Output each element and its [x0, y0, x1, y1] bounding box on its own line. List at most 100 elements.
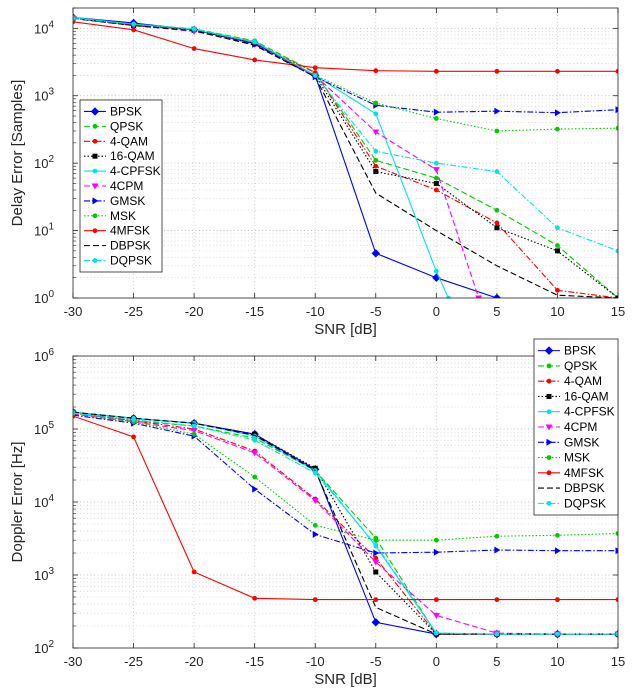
data-point-gmsk: [615, 106, 618, 114]
data-point-4mfsk: [615, 68, 618, 74]
data-point-16-qam: [615, 295, 618, 298]
data-point-msk: [373, 100, 379, 106]
data-point-qpsk: [433, 175, 439, 181]
data-point-gmsk: [554, 547, 561, 555]
data-point-msk: [555, 126, 560, 132]
data-point-dqpsk: [73, 16, 76, 21]
x-tick-label: 5: [493, 304, 500, 319]
series-line-4mfsk: [73, 415, 618, 601]
data-point-4mfsk: [555, 68, 560, 74]
series-group: [73, 13, 618, 298]
legend-label: BPSK: [564, 344, 596, 358]
data-point-dqpsk: [555, 225, 560, 231]
y-tick-label: 103: [34, 87, 54, 104]
legend-marker: [92, 228, 98, 234]
legend-marker: [92, 138, 98, 144]
legend-marker: [544, 346, 554, 355]
legend-label: 4-CPFSK: [564, 405, 615, 419]
legend-marker: [90, 107, 100, 116]
legend-label: 4MFSK: [110, 224, 150, 238]
legend-marker: [92, 168, 98, 174]
x-tick-label: -15: [245, 304, 264, 319]
series-line-dqpsk: [73, 17, 618, 252]
series-line-gmsk: [73, 414, 618, 554]
data-point-dqpsk: [615, 631, 618, 637]
data-point-4mfsk: [433, 68, 439, 74]
data-point-msk: [312, 522, 318, 528]
x-tick-label: 0: [433, 654, 440, 669]
data-point-dqpsk: [494, 169, 500, 174]
y-tick-label: 102: [34, 639, 54, 656]
data-point-dqpsk: [73, 410, 76, 416]
y-tick-label: 104: [34, 493, 54, 510]
x-tick-label: -25: [124, 304, 143, 319]
data-point-4-qam: [373, 163, 379, 169]
data-point-4cpm: [311, 497, 319, 504]
legend-label: GMSK: [110, 194, 145, 208]
data-point-bpsk: [371, 618, 380, 627]
data-point-gmsk: [312, 530, 319, 538]
data-point-msk: [191, 431, 197, 437]
series-line-dbpsk: [73, 17, 618, 298]
legend-marker: [546, 455, 552, 460]
data-point-dqpsk: [312, 470, 318, 476]
series-line-dqpsk: [73, 412, 618, 635]
data-point-4cpm: [372, 129, 380, 136]
legend-label: BPSK: [110, 104, 142, 118]
legend-marker: [92, 153, 98, 159]
x-tick-label: -25: [124, 654, 143, 669]
x-tick-label: 0: [433, 304, 440, 319]
data-point-dqpsk: [373, 542, 379, 548]
data-point-dqpsk: [131, 417, 136, 422]
data-point-qpsk: [555, 243, 560, 248]
data-point-msk: [433, 116, 439, 121]
legend-label: 4MFSK: [564, 466, 604, 480]
legend-label: QPSK: [110, 119, 143, 133]
data-point-4mfsk: [494, 68, 500, 74]
legend-label: MSK: [564, 451, 590, 465]
legend-label: GMSK: [564, 435, 599, 449]
data-point-bpsk: [371, 249, 380, 258]
data-point-4mfsk: [252, 595, 258, 601]
data-point-msk: [494, 128, 500, 134]
data-point-msk: [555, 532, 560, 538]
data-point-4mfsk: [615, 597, 618, 603]
legend-marker: [546, 409, 552, 415]
legend-marker: [92, 258, 98, 263]
data-point-dqpsk: [615, 248, 618, 254]
legend-label: 16-QAM: [110, 149, 155, 163]
x-tick-label: 10: [550, 304, 564, 319]
legend-marker: [546, 500, 552, 506]
legend-label: 4-QAM: [110, 134, 148, 148]
x-tick-label: -10: [306, 654, 325, 669]
data-point-4mfsk: [373, 597, 379, 603]
data-point-4mfsk: [555, 597, 560, 603]
data-point-qpsk: [373, 157, 379, 163]
x-tick-label: 5: [493, 654, 500, 669]
legend-marker: [546, 393, 552, 399]
data-point-4mfsk: [191, 569, 197, 575]
data-point-4-qam: [494, 220, 500, 226]
data-point-msk: [252, 474, 258, 480]
data-point-4cpm: [251, 450, 259, 457]
data-point-4cpm: [475, 295, 483, 298]
x-axis-label: SNR [dB]: [314, 321, 377, 338]
y-tick-label: 102: [34, 154, 54, 171]
series-line-qpsk: [73, 411, 618, 635]
data-point-4-qam: [433, 187, 439, 193]
data-point-4mfsk: [252, 57, 258, 63]
y-axis-label: Delay Error [Samples]: [9, 80, 26, 227]
data-point-4-cpfsk: [446, 295, 451, 298]
data-point-4mfsk: [131, 27, 136, 33]
legend-marker: [546, 470, 552, 476]
series-line-4mfsk: [73, 21, 618, 72]
x-tick-label: 15: [611, 654, 625, 669]
data-point-16-qam: [433, 180, 439, 186]
legend-marker: [546, 363, 552, 369]
data-point-dqpsk: [191, 26, 197, 32]
data-point-dqpsk: [191, 423, 197, 429]
data-point-dqpsk: [494, 631, 500, 637]
data-point-gmsk: [554, 109, 561, 117]
